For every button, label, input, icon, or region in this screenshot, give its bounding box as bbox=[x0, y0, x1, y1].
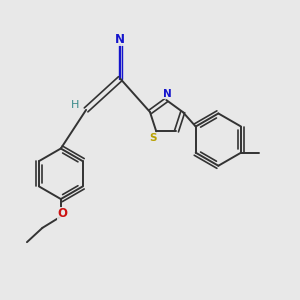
Text: O: O bbox=[58, 207, 68, 220]
Text: H: H bbox=[70, 100, 79, 110]
Text: N: N bbox=[115, 33, 125, 46]
Text: N: N bbox=[164, 89, 172, 99]
Text: S: S bbox=[149, 133, 157, 143]
